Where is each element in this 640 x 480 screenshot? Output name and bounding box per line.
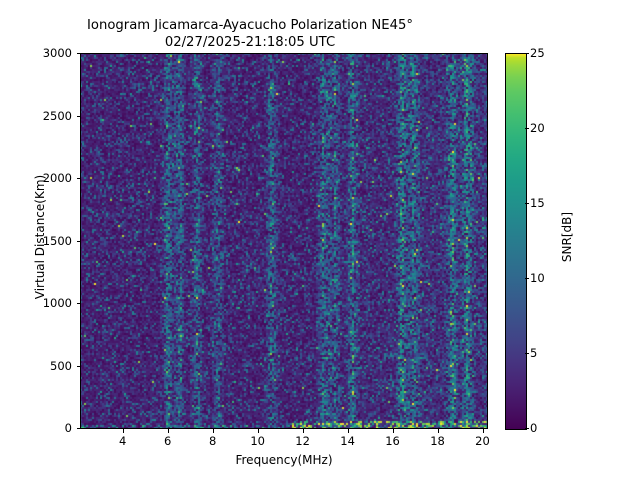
- x-tick-label: 14: [340, 434, 355, 448]
- x-tick-mark: [122, 429, 124, 433]
- figure-title: Ionogram Jicamarca-Ayacucho Polarization…: [87, 18, 413, 50]
- colorbar-tick-mark: [525, 128, 529, 129]
- x-tick-label: 10: [250, 434, 265, 448]
- colorbar-tick-mark: [525, 428, 529, 429]
- colorbar-tick-label: 15: [530, 196, 545, 210]
- x-tick-mark: [257, 429, 259, 433]
- x-tick-label: 6: [164, 434, 172, 448]
- colorbar-tick-mark: [525, 53, 529, 54]
- y-tick-label: 2000: [42, 171, 72, 185]
- x-tick-label: 8: [208, 434, 217, 448]
- x-tick-label: 12: [295, 434, 310, 448]
- x-tick-mark: [212, 429, 214, 433]
- colorbar-tick-label: 5: [530, 346, 538, 360]
- y-axis-label: Virtual Distance(Km): [33, 174, 47, 300]
- y-tick-mark: [76, 240, 80, 242]
- x-tick-mark: [482, 429, 484, 433]
- axis-spine-top: [80, 53, 488, 54]
- ionogram-heatmap-canvas: [80, 53, 487, 428]
- heatmap-plot-area: [80, 53, 487, 428]
- colorbar-tick-label: 10: [530, 271, 545, 285]
- colorbar-tick-mark: [525, 278, 529, 279]
- y-tick-mark: [76, 115, 80, 117]
- x-tick-mark: [392, 429, 394, 433]
- x-axis-label: Frequency(MHz): [235, 453, 333, 467]
- y-tick-label: 3000: [42, 46, 72, 60]
- y-tick-label: 1000: [42, 296, 72, 310]
- y-tick-label: 500: [50, 358, 72, 373]
- axis-spine-bottom: [80, 428, 488, 429]
- axis-spine-right: [487, 53, 488, 429]
- x-tick-mark: [167, 429, 169, 433]
- x-tick-mark: [302, 429, 304, 433]
- colorbar-tick-label: 0: [530, 421, 538, 435]
- x-tick-mark: [437, 429, 439, 433]
- y-tick-label: 1500: [42, 233, 72, 248]
- colorbar-tick-mark: [525, 353, 529, 354]
- x-tick-label: 16: [385, 434, 400, 448]
- colorbar-gradient: [505, 53, 527, 430]
- x-tick-label: 18: [430, 434, 445, 448]
- y-tick-mark: [76, 428, 80, 429]
- x-tick-label: 20: [475, 434, 490, 448]
- x-tick-label: 4: [119, 434, 127, 448]
- axis-spine-left: [80, 53, 81, 429]
- y-tick-mark: [76, 303, 80, 304]
- colorbar-tick-label: 20: [530, 121, 545, 135]
- colorbar-label: SNR[dB]: [560, 211, 574, 263]
- colorbar-tick-label: 25: [530, 46, 545, 60]
- y-tick-label: 0: [64, 421, 72, 435]
- x-tick-mark: [347, 429, 349, 433]
- y-tick-mark: [76, 178, 80, 179]
- colorbar-tick-mark: [525, 203, 529, 204]
- y-tick-mark: [76, 53, 80, 54]
- y-tick-label: 2500: [42, 108, 72, 123]
- y-tick-mark: [76, 365, 80, 367]
